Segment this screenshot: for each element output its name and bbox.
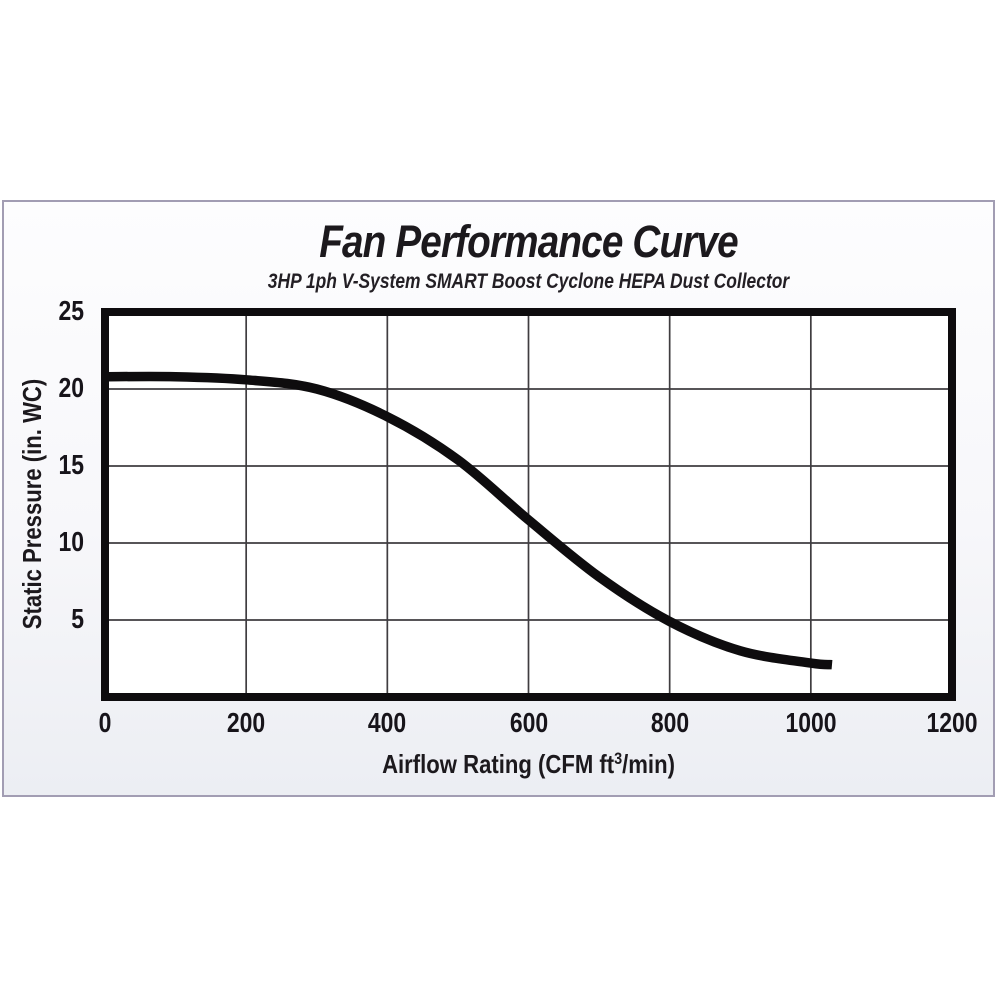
x-axis-title: Airflow Rating (CFM ft3/min) (169, 749, 889, 780)
plot-frame (101, 308, 956, 701)
fan-curve-plot (101, 308, 956, 701)
fan-performance-curve (104, 371, 833, 670)
x-axis-title-text: Airflow Rating (CFM ft (382, 749, 615, 779)
x-axis-title-superscript: 3 (614, 749, 623, 768)
y-axis-title: Static Pressure (in. WC) (17, 378, 47, 630)
x-axis-title-suffix: /min) (622, 749, 675, 779)
chart-panel: Fan Performance Curve 3HP 1ph V-System S… (2, 200, 995, 797)
chart-title: Fan Performance Curve (319, 216, 738, 267)
chart-subtitle: 3HP 1ph V-System SMART Boost Cyclone HEP… (267, 270, 790, 293)
